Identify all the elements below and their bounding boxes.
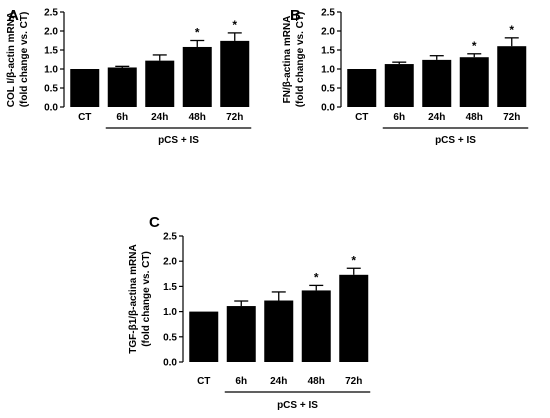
x-tick-label: 24h <box>270 376 287 387</box>
y-axis-label-line: (fold change vs. CT) <box>295 12 306 108</box>
y-tick-label: 2.0 <box>321 27 335 38</box>
bar-72h <box>497 46 527 107</box>
x-tick-label: 72h <box>345 376 362 387</box>
bar-72h <box>339 274 369 362</box>
y-tick-label: 1.5 <box>44 46 58 57</box>
y-tick-label: 0.5 <box>44 84 58 95</box>
bar-ct <box>70 69 100 107</box>
y-tick-label: 1.5 <box>321 46 335 57</box>
y-tick-label: 0.5 <box>163 332 177 343</box>
bar-ct <box>347 69 377 107</box>
y-tick-label: 1.0 <box>163 307 177 318</box>
bar-72h <box>220 40 250 107</box>
x-tick-label: 72h <box>226 112 243 123</box>
y-tick-label: 2.5 <box>321 8 335 19</box>
bar-24h <box>264 300 294 362</box>
panel-letter: C <box>149 214 160 231</box>
y-tick-label: 1.0 <box>321 65 335 76</box>
y-tick-label: 0.5 <box>321 84 335 95</box>
panel-a: A 0.0 0.5 1.0 1.5 2.0 2.5 COL I/β-actin mRNA (fo… <box>6 7 252 146</box>
group-label: pCS + IS <box>435 135 476 146</box>
bar-24h <box>422 59 452 107</box>
group-label: pCS + IS <box>158 135 199 146</box>
y-tick-label: 2.0 <box>44 27 58 38</box>
y-axis-label-line: (fold change vs. CT) <box>141 251 152 347</box>
significance-star: * <box>351 253 356 267</box>
y-tick-label: 2.5 <box>44 8 58 19</box>
y-tick-label: 1.0 <box>44 65 58 76</box>
panel-b: B 0.0 0.5 1.0 1.5 2.0 2.5 FN/β-actina mRNA (fold… <box>282 7 529 146</box>
y-tick-label: 0.0 <box>321 103 335 114</box>
x-tick-label: CT <box>78 112 91 123</box>
bar-48h <box>182 46 212 107</box>
panel-letter: A <box>8 7 19 24</box>
bar-48h <box>459 57 489 107</box>
y-tick-label: 1.5 <box>163 282 177 293</box>
bar-6h <box>107 67 137 107</box>
x-tick-label: CT <box>197 376 210 387</box>
x-tick-label: CT <box>355 112 368 123</box>
bar-6h <box>384 64 414 107</box>
y-tick-label: 0.0 <box>44 103 58 114</box>
x-tick-label: 48h <box>308 376 325 387</box>
significance-star: * <box>314 270 319 284</box>
x-tick-label: 6h <box>393 112 405 123</box>
significance-star: * <box>509 23 514 37</box>
x-tick-label: 6h <box>235 376 247 387</box>
group-label: pCS + IS <box>277 400 318 411</box>
y-tick-label: 0.0 <box>163 358 177 369</box>
bar-ct <box>189 311 219 362</box>
bar-24h <box>145 60 175 107</box>
bar-48h <box>301 290 331 362</box>
significance-star: * <box>472 39 477 53</box>
panel-letter: B <box>290 7 301 24</box>
significance-star: * <box>195 26 200 40</box>
x-tick-label: 72h <box>503 112 520 123</box>
x-tick-label: 48h <box>466 112 483 123</box>
x-tick-label: 24h <box>428 112 445 123</box>
significance-star: * <box>232 18 237 32</box>
bar-6h <box>226 306 256 362</box>
y-axis-label-line: TGF-β1/β-actina mRNA <box>128 244 139 353</box>
y-axis-label-line: COL I/β-actin mRNA <box>6 12 17 107</box>
x-tick-label: 24h <box>151 112 168 123</box>
y-axis-label-line: FN/β-actina mRNA <box>282 16 293 104</box>
panel-c: C 0.0 0.5 1.0 1.5 2.0 2.5 TGF-β1/β-actina mRNA(… <box>128 214 371 411</box>
x-tick-label: 6h <box>116 112 128 123</box>
y-tick-label: 2.5 <box>163 232 177 243</box>
y-tick-label: 2.0 <box>163 257 177 268</box>
x-tick-label: 48h <box>189 112 206 123</box>
y-axis-label-line: (fold change vs. CT) <box>19 12 30 108</box>
